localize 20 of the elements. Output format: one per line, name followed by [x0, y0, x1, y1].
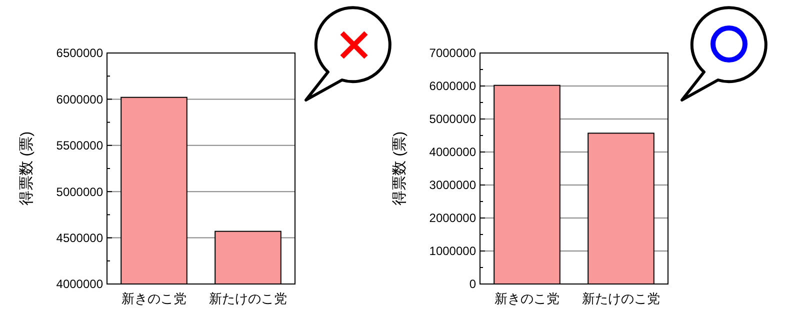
y-tick-label: 4000000: [56, 277, 104, 292]
y-tick-label: 7000000: [429, 46, 476, 60]
x-tick-label: 新たけのこ党: [582, 291, 660, 306]
y-tick-label: 5000000: [56, 184, 104, 199]
y-tick-label: 2000000: [429, 211, 476, 226]
y-tick-label: 5000000: [429, 112, 476, 126]
y-tick-label: 6500000: [56, 46, 104, 60]
y-tick-label: 4000000: [429, 145, 476, 160]
y-tick-label: 6000000: [56, 92, 104, 106]
y-axis-title: 得票数 (票): [391, 131, 408, 206]
y-tick-label: 3000000: [429, 178, 476, 192]
y-tick-label: 0: [469, 277, 476, 292]
y-tick-label: 4500000: [56, 231, 104, 245]
x-tick-label: 新きのこ党: [494, 291, 560, 306]
y-tick-label: 5500000: [56, 138, 104, 153]
x-tick-label: 新たけのこ党: [209, 291, 287, 306]
x-tick-label: 新きのこ党: [122, 291, 186, 306]
y-tick-label: 6000000: [429, 79, 476, 94]
y-axis-title: 得票数 (票): [18, 131, 35, 206]
y-tick-label: 1000000: [429, 244, 476, 258]
